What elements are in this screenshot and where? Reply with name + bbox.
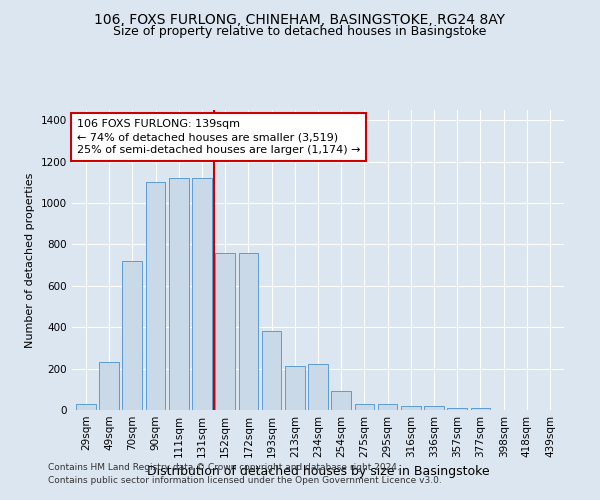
Text: 106, FOXS FURLONG, CHINEHAM, BASINGSTOKE, RG24 8AY: 106, FOXS FURLONG, CHINEHAM, BASINGSTOKE… xyxy=(95,12,505,26)
Text: Contains public sector information licensed under the Open Government Licence v3: Contains public sector information licen… xyxy=(48,476,442,485)
Text: Contains HM Land Registry data © Crown copyright and database right 2024.: Contains HM Land Registry data © Crown c… xyxy=(48,464,400,472)
Bar xyxy=(99,362,119,410)
Text: 106 FOXS FURLONG: 139sqm
← 74% of detached houses are smaller (3,519)
25% of sem: 106 FOXS FURLONG: 139sqm ← 74% of detach… xyxy=(77,119,361,156)
Y-axis label: Number of detached properties: Number of detached properties xyxy=(25,172,35,348)
Bar xyxy=(262,332,281,410)
Bar xyxy=(122,261,142,410)
Bar xyxy=(401,406,421,410)
Bar xyxy=(76,404,96,410)
Bar xyxy=(448,408,467,410)
Bar xyxy=(470,408,490,410)
Text: Size of property relative to detached houses in Basingstoke: Size of property relative to detached ho… xyxy=(113,25,487,38)
Bar xyxy=(355,404,374,410)
Bar xyxy=(424,406,444,410)
Bar xyxy=(378,404,397,410)
Bar xyxy=(192,178,212,410)
Bar xyxy=(285,366,305,410)
Bar xyxy=(146,182,166,410)
Bar xyxy=(331,392,351,410)
Bar xyxy=(169,178,188,410)
X-axis label: Distribution of detached houses by size in Basingstoke: Distribution of detached houses by size … xyxy=(146,466,490,478)
Bar xyxy=(308,364,328,410)
Bar xyxy=(215,253,235,410)
Bar xyxy=(239,253,258,410)
